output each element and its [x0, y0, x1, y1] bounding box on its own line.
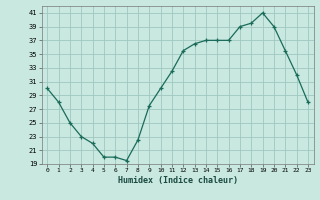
- X-axis label: Humidex (Indice chaleur): Humidex (Indice chaleur): [118, 176, 237, 185]
